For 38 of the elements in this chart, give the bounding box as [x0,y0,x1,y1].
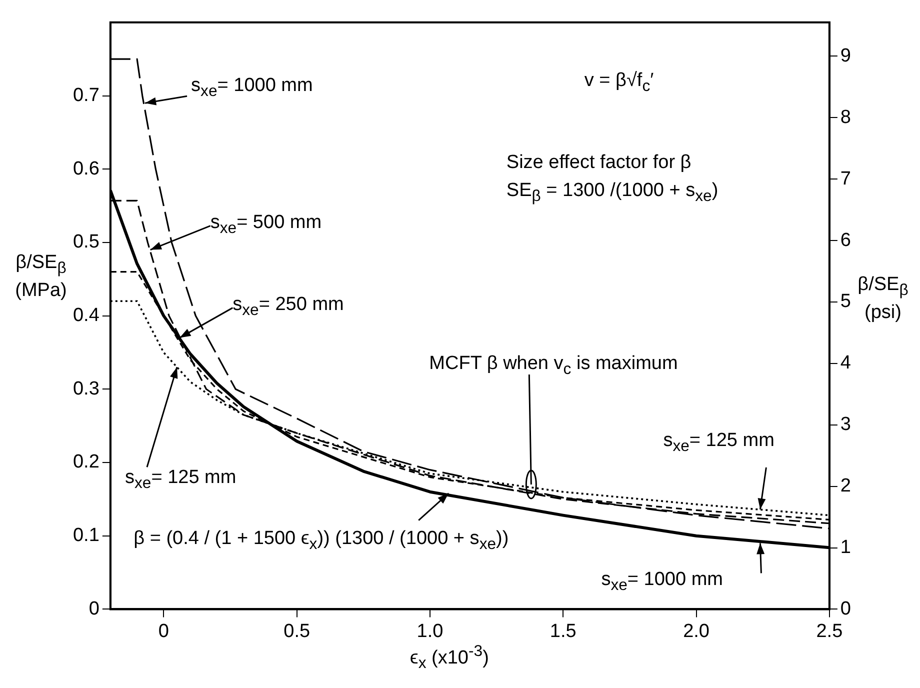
y-tick-label: 0 [88,598,100,620]
annotation: SE$_{β}$ = 1300 /(1000 + s$_{xe}$) [506,180,718,208]
y2-tick-label: 1 [840,536,852,558]
y-tick-label: 0.3 [72,378,100,400]
y2-tick-label: 4 [840,352,852,374]
y-tick-label: 0.7 [72,84,100,106]
y2-tick-label: 8 [840,106,852,128]
y2-tick-label: 2 [840,476,852,497]
y-tick-label: 0.6 [72,158,100,180]
x-tick-label: 0.5 [284,620,310,642]
annotation: β = (0.4 / (1 + 1500 ϵ$_{x}$)) (1300 / (1000 + s$_{xe}$)) [134,528,509,556]
annotation: Size effect factor for β [506,152,692,174]
y2-tick-label: 9 [840,45,852,66]
annotation: s$_{xe}$= 125 mm [663,430,774,458]
annotation: s$_{xe}$= 1000 mm [601,569,723,596]
y2-tick-label: 0 [840,598,852,620]
x-tick-label: 0 [158,620,169,642]
y-tick-label: 0.1 [72,525,100,546]
x-tick-label: 2.5 [816,620,843,642]
annotation: s$_{xe}$= 1000 mm [191,75,313,102]
y-axis-title: β/SE$_{β}$ (MPa) [14,252,68,302]
annotation: v = β√f$_{c}$′ [584,70,654,98]
y2-tick-label: 6 [840,230,852,251]
annotation: MCFT β when v$_{c}$ is maximum [429,352,678,380]
y-tick-label: 0.2 [72,452,100,473]
x-tick-label: 2.0 [683,620,710,642]
annotation: s$_{xe}$= 500 mm [210,212,322,239]
y2-tick-label: 3 [840,414,852,436]
y2-axis-title: β/SE$_{β}$ (psi) [856,274,910,324]
x-axis-title: ϵ$_{x}$ (x10$^{-3}$) [410,642,489,674]
y-tick-label: 0.4 [72,305,100,326]
x-tick-label: 1.0 [416,620,444,642]
y-tick-label: 0.5 [72,232,100,253]
annotation: s$_{xe}$= 125 mm [124,467,236,494]
y2-tick-label: 7 [840,168,852,190]
annotation: s$_{xe}$= 250 mm [232,294,344,321]
x-tick-label: 1.5 [550,620,576,642]
y2-tick-label: 5 [840,291,852,312]
